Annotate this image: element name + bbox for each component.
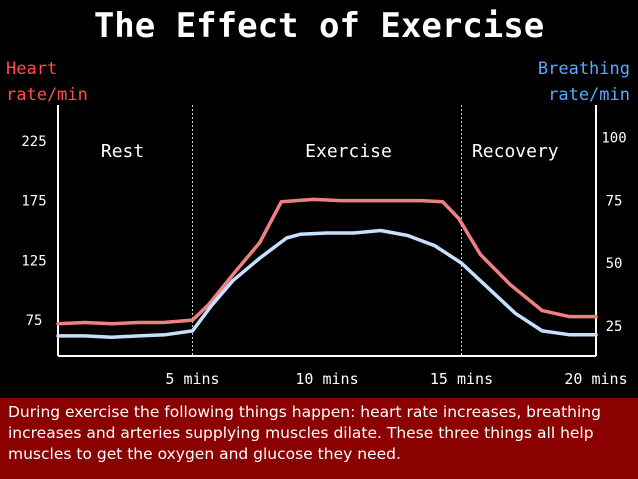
right-tick-label-75: 75 bbox=[606, 193, 623, 209]
x-tick-label-5: 5 mins bbox=[165, 370, 219, 388]
left-axis-title: Heart rate/min bbox=[6, 56, 88, 108]
left-axis-title-line1: Heart bbox=[6, 59, 58, 79]
left-tick-label-125: 125 bbox=[21, 253, 46, 269]
left-tick-label-175: 175 bbox=[21, 194, 46, 210]
right-tick-label-25: 25 bbox=[606, 319, 623, 335]
right-axis-title-line1: Breathing bbox=[537, 59, 630, 79]
line-chart: Rest Exercise Recovery 75 125 175 225 25 50 75 100… bbox=[21, 105, 628, 388]
phase-label-recovery: Recovery bbox=[472, 141, 559, 162]
x-tick-label-15: 15 mins bbox=[430, 370, 493, 388]
right-tick-label-50: 50 bbox=[606, 256, 623, 272]
caption-text: During exercise the following things hap… bbox=[8, 403, 601, 463]
chart-title: The Effect of Exercise bbox=[93, 6, 545, 46]
caption-box: During exercise the following things hap… bbox=[0, 398, 638, 479]
right-tick-label-100: 100 bbox=[601, 131, 626, 147]
heart-rate-line bbox=[56, 197, 598, 326]
right-axis-title: Breathing rate/min bbox=[538, 56, 630, 108]
x-tick-label-10: 10 mins bbox=[295, 370, 358, 388]
phase-label-exercise: Exercise bbox=[305, 141, 392, 162]
left-tick-label-225: 225 bbox=[21, 134, 46, 150]
phase-label-rest: Rest bbox=[101, 141, 144, 162]
left-axis-title-line2: rate/min bbox=[6, 85, 88, 105]
x-tick-label-20: 20 mins bbox=[564, 370, 627, 388]
breathing-rate-line bbox=[56, 228, 598, 339]
right-axis-title-line2: rate/min bbox=[548, 85, 630, 105]
left-tick-label-75: 75 bbox=[26, 313, 43, 329]
